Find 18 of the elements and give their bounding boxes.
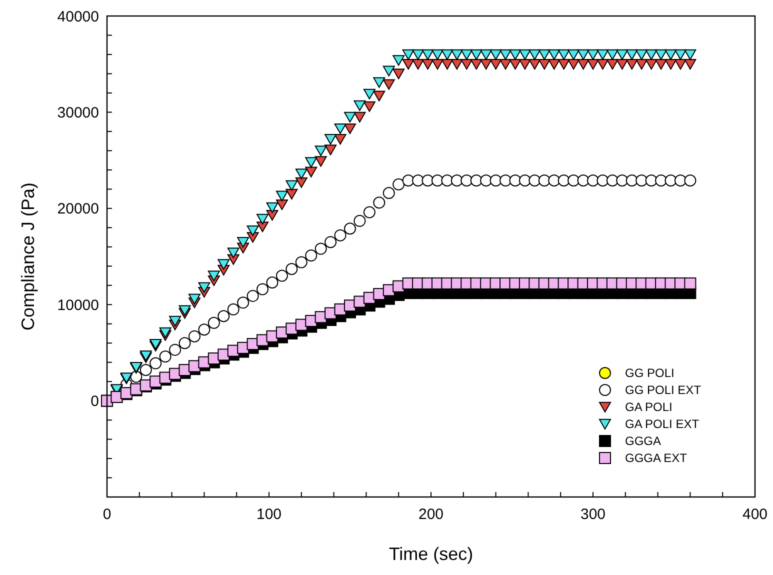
- legend-label: GGGA EXT: [625, 451, 688, 466]
- legend-label: GGGA: [625, 434, 662, 448]
- y-tick-label: 30000: [57, 104, 99, 122]
- x-tick-label: 200: [418, 506, 444, 523]
- x-tick-label: 400: [742, 506, 768, 523]
- x-tick-label: 100: [256, 506, 282, 523]
- y-tick-label: 20000: [57, 200, 99, 218]
- legend-label: GA POLI: [625, 400, 672, 414]
- x-tick-label: 300: [580, 506, 606, 523]
- x-tick-label: 0: [102, 506, 112, 523]
- legend-label: GG POLI EXT: [625, 383, 702, 398]
- y-axis-title: Compliance J (Pa): [18, 182, 38, 331]
- y-tick-label: 40000: [57, 8, 99, 26]
- y-tick-label: 0: [90, 393, 99, 410]
- x-axis-title: Time (sec): [388, 544, 474, 564]
- legend-label: GA POLI EXT: [625, 417, 700, 432]
- legend-label: GG POLI: [625, 366, 674, 380]
- y-tick-label: 10000: [57, 296, 99, 314]
